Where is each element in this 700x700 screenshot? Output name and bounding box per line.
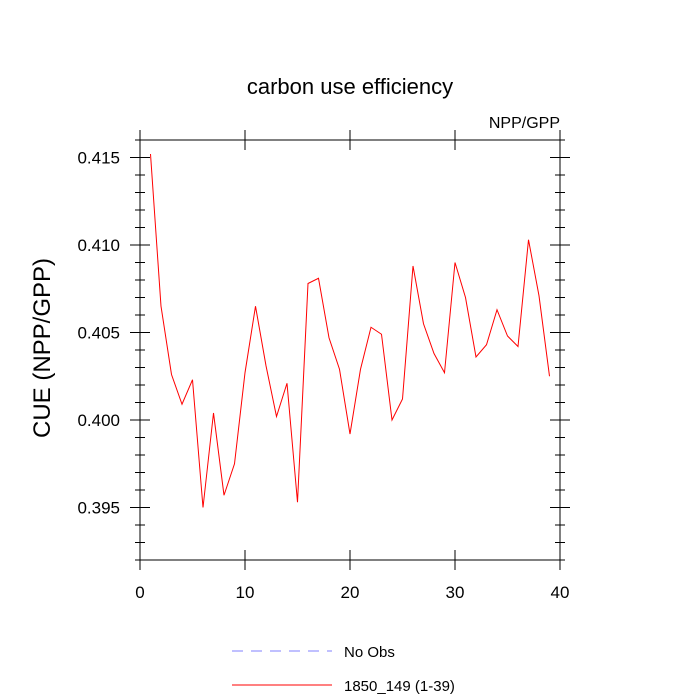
legend-label-no-obs: No Obs — [344, 644, 395, 661]
y-tick-label: 0.405 — [77, 324, 120, 343]
chart-subtitle-right: NPP/GPP — [489, 115, 560, 132]
y-axis-label: CUE (NPP/GPP) — [29, 258, 56, 438]
x-tick-label: 40 — [551, 583, 570, 602]
legend-label-1850-149: 1850_149 (1-39) — [344, 678, 455, 695]
x-tick-label: 10 — [236, 583, 255, 602]
series-layer — [150, 153, 550, 508]
y-tick-label: 0.400 — [77, 411, 120, 430]
x-tick-label: 30 — [446, 583, 465, 602]
y-tick-label: 0.395 — [77, 499, 120, 518]
x-tick-label: 20 — [341, 583, 360, 602]
x-tick-label: 0 — [135, 583, 144, 602]
y-tick-label: 0.410 — [77, 236, 120, 255]
legend: No Obs 1850_149 (1-39) — [232, 644, 455, 695]
axis-ticks — [130, 130, 570, 570]
y-tick-label: 0.415 — [77, 149, 120, 168]
series-line-1850-149 — [150, 153, 550, 508]
plot-frame — [139, 139, 561, 561]
axis-tick-labels: 0 10 20 30 40 0.395 0.400 0.405 0.410 0.415 — [77, 149, 569, 603]
chart-title: carbon use efficiency — [247, 74, 453, 99]
